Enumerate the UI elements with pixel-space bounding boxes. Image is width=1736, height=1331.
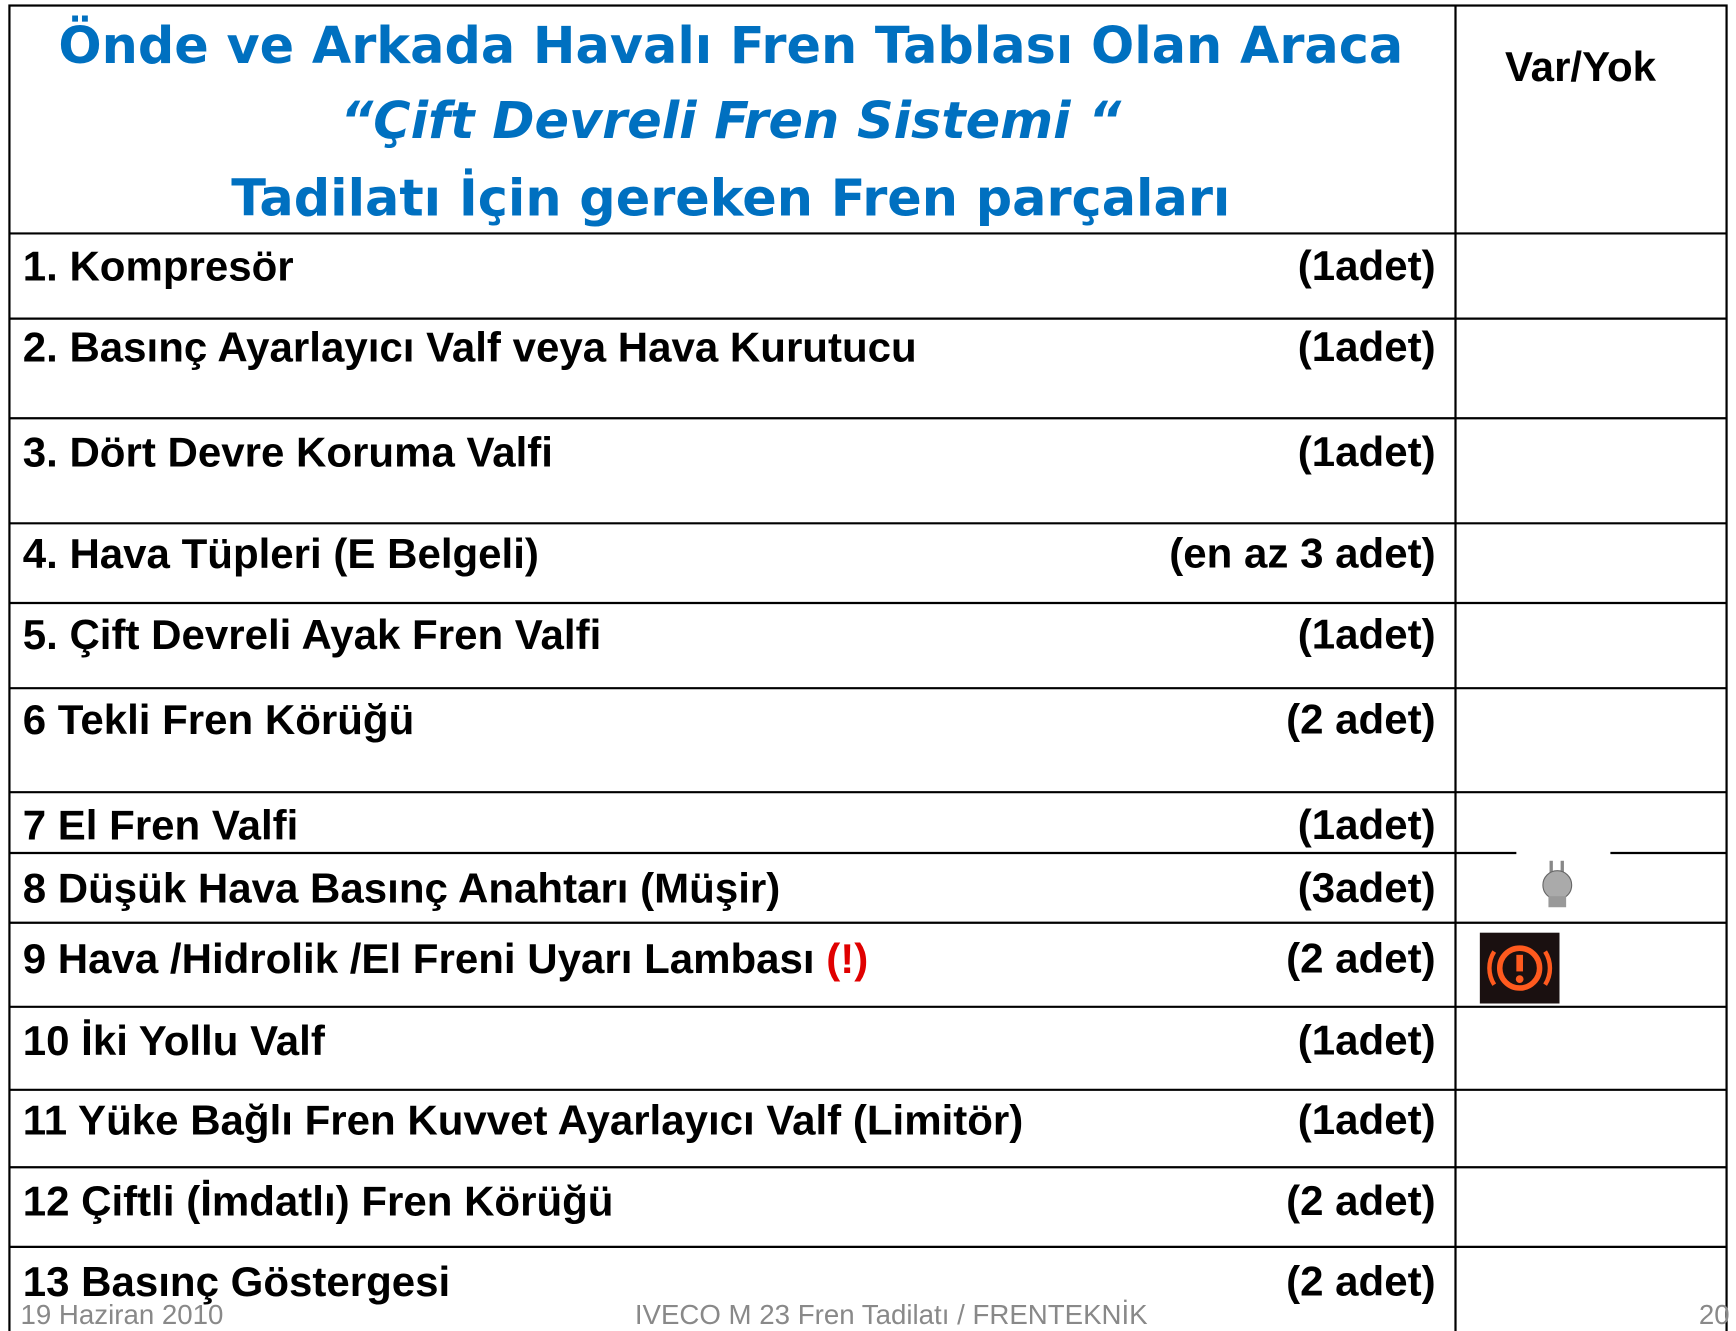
item-quantity: (2 adet) <box>1286 1177 1435 1224</box>
pressure-switch-icon <box>1543 861 1572 907</box>
item-text: 2. Basınç Ayarlayıcı Valf veya Hava Kuru… <box>23 323 917 370</box>
item-label: 8 Düşük Hava Basınç Anahtarı (Müşir) <box>23 864 781 911</box>
item-text: 7 El Fren Valfi <box>23 801 299 848</box>
item-quantity: (1adet) <box>1298 428 1436 475</box>
item-label: 2. Basınç Ayarlayıcı Valf veya Hava Kuru… <box>23 323 917 370</box>
item-text: 9 Hava /Hidrolik /El Freni Uyarı Lambası <box>23 935 827 982</box>
item-text: 1. Kompresör <box>23 242 294 289</box>
item-quantity: (2 adet) <box>1286 935 1435 982</box>
item-label: 11 Yüke Bağlı Fren Kuvvet Ayarlayıcı Val… <box>23 1096 1024 1143</box>
item-quantity: (1adet) <box>1298 1096 1436 1143</box>
warning-mark: (!) <box>826 935 868 982</box>
item-text: 13 Basınç Göstergesi <box>23 1258 451 1305</box>
item-label: 12 Çiftli (İmdatlı) Fren Körüğü <box>23 1177 614 1224</box>
slide: Önde ve Arkada Havalı Fren Tablası Olan … <box>0 0 1736 1331</box>
item-label: 7 El Fren Valfi <box>23 801 299 848</box>
item-label: 13 Basınç Göstergesi <box>23 1258 451 1305</box>
warning-lamp-icon <box>1480 933 1560 1004</box>
item-quantity: (3adet) <box>1298 864 1436 911</box>
item-text: 3. Dört Devre Koruma Valfi <box>23 428 553 475</box>
item-label: 9 Hava /Hidrolik /El Freni Uyarı Lambası… <box>23 935 869 982</box>
item-quantity: (1adet) <box>1298 610 1436 657</box>
title-line: Önde ve Arkada Havalı Fren Tablası Olan … <box>58 14 1403 76</box>
item-quantity: (2 adet) <box>1286 696 1435 743</box>
item-text: 6 Tekli Fren Körüğü <box>23 696 415 743</box>
item-quantity: (2 adet) <box>1286 1258 1435 1305</box>
item-quantity: (1adet) <box>1298 1017 1436 1064</box>
item-label: 5. Çift Devreli Ayak Fren Valfi <box>23 610 602 657</box>
item-text: 10 İki Yollu Valf <box>23 1017 326 1064</box>
column-header: Var/Yok <box>1505 43 1657 90</box>
item-label: 6 Tekli Fren Körüğü <box>23 696 415 743</box>
item-label: 3. Dört Devre Koruma Valfi <box>23 428 553 475</box>
item-quantity: (en az 3 adet) <box>1169 530 1435 577</box>
item-quantity: (1adet) <box>1298 323 1436 370</box>
item-text: 4. Hava Tüpleri (E Belgeli) <box>23 530 539 577</box>
item-text: 8 Düşük Hava Basınç Anahtarı (Müşir) <box>23 864 781 911</box>
item-label: 10 İki Yollu Valf <box>23 1017 326 1064</box>
title-line: “Çift Devreli Fren Sistemi “ <box>341 92 1123 151</box>
item-label: 1. Kompresör <box>23 242 294 289</box>
item-text: 5. Çift Devreli Ayak Fren Valfi <box>23 610 602 657</box>
footer-title: IVECO M 23 Fren Tadilatı / FRENTEKNİK <box>635 1299 1148 1330</box>
item-quantity: (1adet) <box>1298 801 1436 848</box>
item-text: 12 Çiftli (İmdatlı) Fren Körüğü <box>23 1177 614 1224</box>
item-text: 11 Yüke Bağlı Fren Kuvvet Ayarlayıcı Val… <box>23 1096 1024 1143</box>
page-number: 20 <box>1699 1299 1730 1330</box>
title-line: Tadilatı İçin gereken Fren parçaları <box>231 168 1230 229</box>
item-quantity: (1adet) <box>1298 242 1436 289</box>
item-label: 4. Hava Tüpleri (E Belgeli) <box>23 530 539 577</box>
